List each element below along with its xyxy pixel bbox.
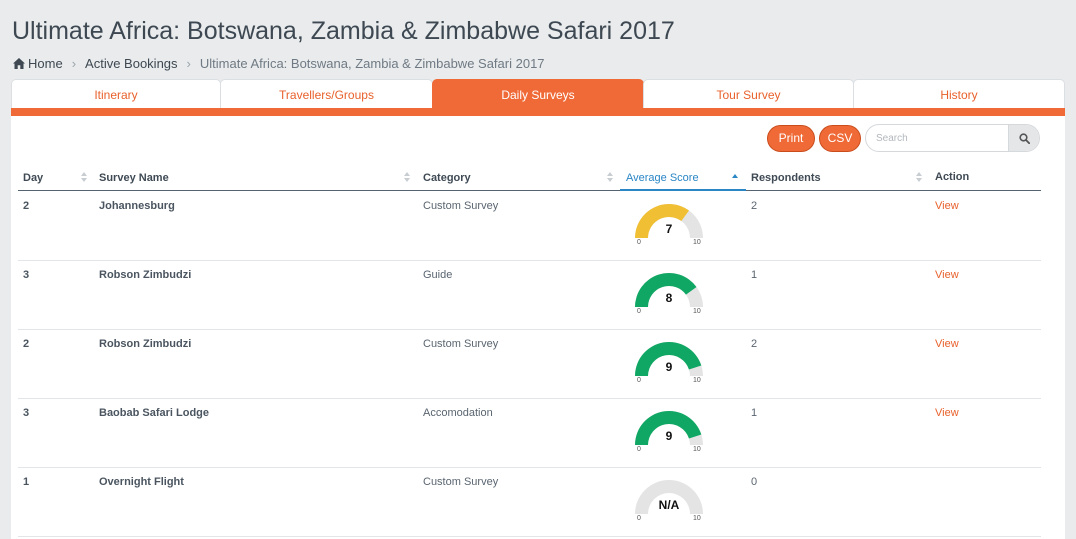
score-gauge: 8 0 10 — [634, 270, 714, 320]
score-gauge: N/A 0 10 — [634, 477, 714, 527]
breadcrumb-active-bookings-link[interactable]: Active Bookings — [85, 56, 178, 71]
breadcrumb-current: Ultimate Africa: Botswana, Zambia & Zimb… — [199, 56, 545, 71]
chevron-right-icon: › — [71, 56, 77, 71]
respondents-cell: 1 — [751, 269, 758, 281]
tab-history[interactable]: History — [853, 79, 1065, 108]
survey-name-cell: Robson Zimbudzi — [99, 338, 192, 350]
category-cell: Custom Survey — [423, 338, 499, 350]
category-cell: Accomodation — [423, 407, 493, 419]
sort-ascending-icon[interactable] — [731, 171, 739, 183]
gauge-max-label: 10 — [693, 239, 701, 246]
breadcrumb-home-link[interactable]: Home — [28, 56, 63, 71]
search-icon — [1018, 132, 1030, 144]
gauge-value: 8 — [665, 291, 673, 305]
survey-name-cell: Overnight Flight — [99, 476, 184, 488]
tab-itinerary[interactable]: Itinerary — [11, 79, 221, 108]
gauge-fill — [635, 273, 697, 307]
sorted-column-indicator — [620, 189, 746, 191]
chevron-right-icon: › — [186, 56, 191, 71]
sort-icon[interactable] — [606, 171, 614, 183]
gauge-chart — [635, 273, 703, 307]
tab-daily-surveys[interactable]: Daily Surveys — [432, 79, 644, 108]
content-panel — [11, 116, 1065, 539]
column-header-category[interactable]: Category — [423, 172, 471, 184]
day-cell: 3 — [23, 407, 30, 419]
column-header-survey-name[interactable]: Survey Name — [99, 172, 169, 184]
gauge-min-label: 0 — [637, 377, 641, 384]
gauge-chart — [635, 204, 703, 238]
column-header-action: Action — [935, 171, 970, 183]
score-gauge: 7 0 10 — [634, 201, 714, 251]
day-cell: 1 — [23, 476, 30, 488]
respondents-cell: 2 — [751, 338, 758, 350]
tab-underline-bar — [11, 108, 1065, 116]
print-button[interactable]: Print — [767, 125, 815, 152]
gauge-max-label: 10 — [693, 515, 701, 522]
tab-strip: Itinerary Travellers/Groups Daily Survey… — [11, 79, 1065, 108]
row-divider — [18, 260, 1041, 261]
gauge-max-label: 10 — [693, 377, 701, 384]
search-button[interactable] — [1008, 125, 1039, 151]
category-cell: Custom Survey — [423, 200, 499, 212]
home-icon — [13, 58, 25, 69]
gauge-value: 7 — [665, 222, 673, 236]
table-header-divider — [18, 190, 1041, 191]
search-input[interactable] — [866, 125, 1010, 151]
gauge-fill — [635, 204, 689, 238]
score-gauge: 9 0 10 — [634, 408, 714, 458]
gauge-value: 9 — [665, 360, 673, 374]
gauge-min-label: 0 — [637, 239, 641, 246]
gauge-max-label: 10 — [693, 446, 701, 453]
gauge-chart — [635, 342, 703, 376]
sort-icon[interactable] — [403, 171, 411, 183]
tab-tour-survey[interactable]: Tour Survey — [643, 79, 854, 108]
gauge-min-label: 0 — [637, 308, 641, 315]
gauge-max-label: 10 — [693, 308, 701, 315]
gauge-value: 9 — [665, 429, 673, 443]
column-header-day[interactable]: Day — [23, 172, 44, 184]
column-header-average-score[interactable]: Average Score — [626, 172, 699, 184]
gauge-min-label: 0 — [637, 446, 641, 453]
csv-button[interactable]: CSV — [819, 125, 861, 152]
score-gauge: 9 0 10 — [634, 339, 714, 389]
category-cell: Guide — [423, 269, 453, 281]
gauge-fill — [635, 342, 702, 376]
gauge-chart — [635, 411, 703, 445]
gauge-min-label: 0 — [637, 515, 641, 522]
row-divider — [18, 467, 1041, 468]
respondents-cell: 2 — [751, 200, 758, 212]
respondents-cell: 1 — [751, 407, 758, 419]
day-cell: 2 — [23, 200, 30, 212]
view-link[interactable]: View — [935, 269, 959, 281]
tab-travellers-groups[interactable]: Travellers/Groups — [220, 79, 433, 108]
page-title: Ultimate Africa: Botswana, Zambia & Zimb… — [12, 17, 675, 45]
category-cell: Custom Survey — [423, 476, 499, 488]
view-link[interactable]: View — [935, 338, 959, 350]
row-divider — [18, 398, 1041, 399]
gauge-chart — [635, 480, 703, 514]
respondents-cell: 0 — [751, 476, 758, 488]
view-link[interactable]: View — [935, 407, 959, 419]
survey-name-cell: Baobab Safari Lodge — [99, 407, 210, 419]
view-link[interactable]: View — [935, 200, 959, 212]
column-header-respondents[interactable]: Respondents — [751, 172, 821, 184]
survey-name-cell: Robson Zimbudzi — [99, 269, 192, 281]
row-divider — [18, 536, 1041, 537]
row-divider — [18, 329, 1041, 330]
day-cell: 2 — [23, 338, 30, 350]
search-box — [865, 124, 1040, 152]
breadcrumb: Home › Active Bookings › Ultimate Africa… — [13, 56, 545, 71]
gauge-fill — [635, 411, 702, 445]
sort-icon[interactable] — [80, 171, 88, 183]
gauge-track — [635, 480, 703, 514]
day-cell: 3 — [23, 269, 30, 281]
gauge-value: N/A — [658, 498, 680, 512]
survey-name-cell: Johannesburg — [99, 200, 175, 212]
sort-icon[interactable] — [915, 171, 923, 183]
